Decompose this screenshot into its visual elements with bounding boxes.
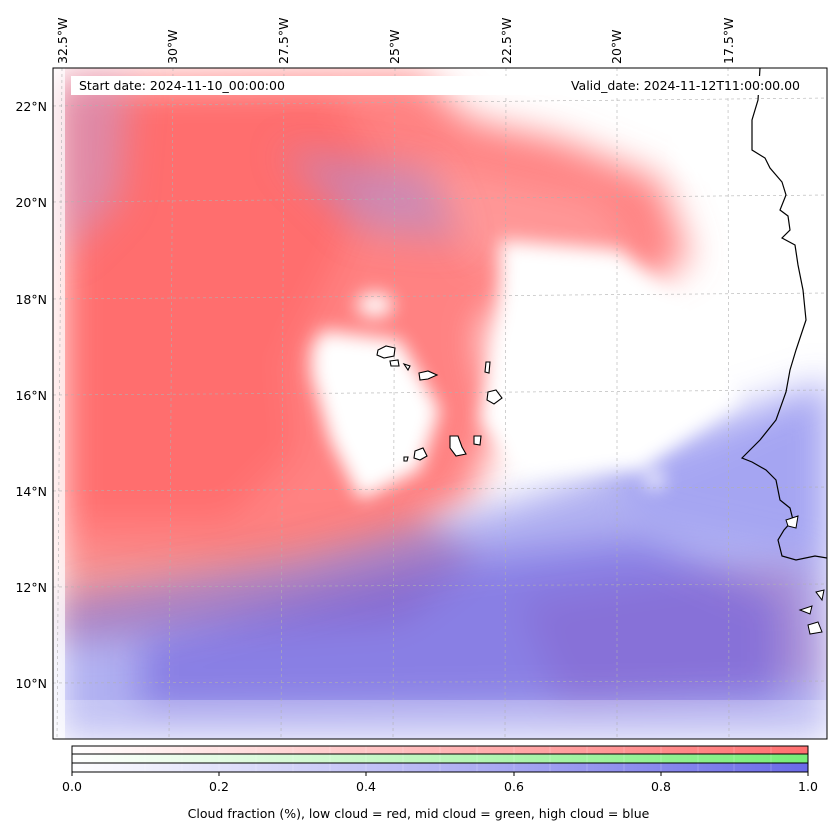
start-date-label: Start date: 2024-11-10_00:00:00 [79,78,285,93]
colorbar-tick-label: 1.0 [798,779,818,794]
colorbar-low-cloud [72,746,808,754]
lat-tick-label: 14°N [15,484,47,499]
longitude-ticks: 32.5°W 30°W 27.5°W 25°W 22.5°W 20°W 17.5… [55,18,736,64]
colorbar-high-cloud [72,763,808,772]
lat-tick-label: 22°N [15,99,47,114]
cloud-field: Start date: 2024-11-10_00:00:00 Valid_da… [53,68,827,739]
lat-tick-label: 20°N [15,195,47,210]
clear-sky-areas [310,70,810,500]
cape-verde-islands [376,345,503,462]
colorbar-tick-label: 0.4 [356,779,376,794]
map-border [52,67,828,740]
latitude-ticks: 22°N 20°N 18°N 16°N 14°N 12°N 10°N [15,99,47,691]
colorbar: 0.0 0.2 0.4 0.6 0.8 1.0 [62,745,818,794]
lat-tick-label: 16°N [15,388,47,403]
lat-tick-label: 10°N [15,676,47,691]
lat-tick-label: 12°N [15,580,47,595]
colorbar-tick-label: 0.2 [209,779,229,794]
lon-tick-label: 27.5°W [276,18,291,64]
valid-date-label: Valid_date: 2024-11-12T11:00:00.00 [571,78,800,93]
lon-tick-label: 17.5°W [721,18,736,64]
lon-tick-label: 25°W [387,29,402,64]
gridlines [53,68,827,739]
lon-tick-label: 32.5°W [55,18,70,64]
info-bar [71,76,808,95]
high-cloud-layer [60,80,827,739]
colorbar-mid-cloud [72,754,808,763]
colorbar-label: Cloud fraction (%), low cloud = red, mid… [187,806,650,821]
africa-coast-islands [785,515,825,635]
lon-tick-label: 20°W [609,29,624,64]
colorbar-tick-label: 0.6 [504,779,524,794]
lon-tick-label: 22.5°W [499,18,514,64]
lon-tick-label: 30°W [165,29,180,64]
colorbar-tick-label: 0.0 [62,779,82,794]
lat-tick-label: 18°N [15,292,47,307]
colorbar-tick-label: 0.8 [651,779,671,794]
